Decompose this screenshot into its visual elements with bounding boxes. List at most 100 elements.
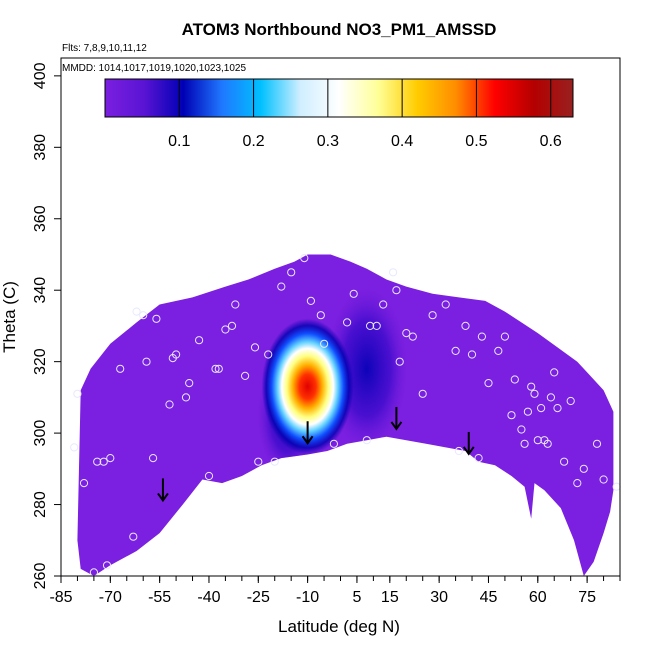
sample-point (132, 307, 141, 316)
y-tick-label: 300 (32, 420, 49, 447)
sample-point (277, 282, 286, 291)
sample-point (306, 296, 315, 305)
sample-point (477, 332, 486, 341)
x-tick-label: 45 (480, 589, 498, 606)
sample-point (264, 350, 273, 359)
colorbar-fill (104, 78, 574, 118)
sample-point (599, 475, 608, 484)
chart-title: ATOM3 Northbound NO3_PM1_AMSSD (182, 20, 497, 39)
sample-point (527, 382, 536, 391)
x-tick-label: 30 (430, 589, 448, 606)
sample-point (254, 457, 263, 466)
y-tick-label: 340 (32, 277, 49, 304)
y-tick-label: 260 (32, 563, 49, 590)
sample-point (329, 439, 338, 448)
sample-point (395, 357, 404, 366)
sample-point (467, 350, 477, 359)
sample-point (214, 364, 223, 373)
sample-point (195, 336, 204, 345)
sample-point (73, 389, 82, 398)
sample-point (116, 364, 125, 373)
sample-point (181, 393, 191, 402)
x-tick-label: 5 (352, 589, 361, 606)
sample-point (428, 311, 437, 320)
sample-point (227, 321, 237, 330)
colorbar-ticks: 0.1 0.2 0.3 0.4 0.5 0.6 (168, 79, 562, 150)
colorbar: 0.1 0.2 0.3 0.4 0.5 0.6 (104, 78, 574, 150)
sample-point (139, 311, 148, 320)
sample-point (553, 404, 562, 413)
sample-point (349, 289, 358, 298)
sample-point (241, 371, 250, 380)
sample-point (566, 396, 575, 406)
sample-point (517, 425, 526, 434)
y-axis-label: Theta (C) (0, 281, 19, 353)
sample-point (372, 321, 381, 330)
sample-point (520, 439, 529, 448)
sample-point (592, 439, 602, 448)
sample-point (165, 400, 174, 409)
sample-point (300, 254, 309, 263)
sample-point (152, 314, 161, 323)
sample-point (533, 436, 542, 445)
sample-point (418, 389, 427, 398)
sample-point (560, 457, 569, 466)
sample-point (379, 300, 388, 309)
x-tick-label: -40 (197, 589, 220, 606)
flight-arrow (462, 431, 475, 456)
colorbar-tick-label: 0.1 (168, 133, 190, 150)
sample-point (287, 268, 296, 277)
sample-point (454, 446, 463, 456)
x-axis-label: Latitude (deg N) (278, 617, 400, 636)
sample-point (185, 379, 194, 388)
sample-point (316, 311, 325, 320)
sample-point (221, 325, 230, 334)
sample-point (573, 479, 582, 488)
sample-point (523, 407, 533, 416)
colorbar-tick-label: 0.5 (465, 133, 487, 150)
sample-point (510, 375, 519, 384)
sample-point (537, 404, 546, 413)
sample-point (93, 457, 102, 466)
sample-point (362, 436, 371, 445)
sample-point (70, 443, 79, 452)
sample-point (142, 357, 151, 366)
sample-point (389, 268, 398, 277)
sample-point (99, 457, 108, 466)
y-tick-label: 280 (32, 491, 49, 518)
sample-point (172, 350, 181, 359)
sample-point (612, 482, 621, 491)
sample-point (408, 332, 417, 341)
flight-arrow (157, 478, 169, 503)
x-axis: -85 -70 -55 -40 -25 -10 5 15 30 45 60 75 (49, 576, 621, 606)
y-tick-label: 320 (32, 348, 49, 375)
sample-point (106, 454, 115, 463)
sample-point (79, 479, 89, 488)
sample-point (543, 439, 552, 448)
sample-point (507, 411, 516, 420)
x-tick-label: -55 (148, 589, 171, 606)
flight-arrow (390, 406, 403, 431)
sample-point (579, 464, 588, 473)
sample-point (500, 332, 509, 341)
sample-point (484, 379, 493, 388)
colorbar-tick-label: 0.6 (540, 133, 562, 150)
sample-point (250, 343, 260, 352)
sample-point (204, 471, 214, 481)
y-tick-label: 400 (32, 62, 49, 89)
sample-points (70, 254, 621, 577)
x-tick-label: -25 (247, 589, 270, 606)
sample-point (320, 339, 329, 348)
y-tick-label: 360 (32, 205, 49, 232)
sample-point (474, 454, 483, 463)
colorbar-tick-label: 0.4 (391, 133, 413, 150)
x-tick-label: -70 (99, 589, 122, 606)
sample-point (530, 389, 539, 398)
sample-point (550, 368, 559, 377)
hotspot-core (261, 318, 354, 455)
sample-point (546, 393, 556, 402)
sample-point (102, 561, 112, 570)
x-tick-label: 75 (578, 589, 596, 606)
sample-point (402, 329, 411, 338)
